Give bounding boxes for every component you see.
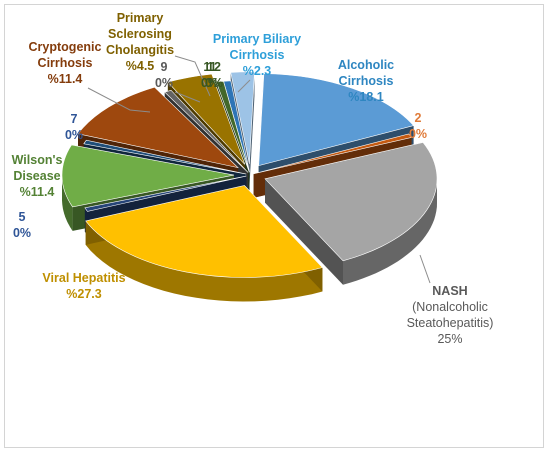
label-psc-name-1: Primary — [117, 11, 164, 25]
label-wilson-name-1: Wilson's — [12, 153, 63, 167]
label-psc-value: %4.5 — [126, 59, 155, 73]
label-psc-name-3: Cholangitis — [106, 43, 174, 57]
label-wilson-name-2: Disease — [13, 169, 60, 183]
label-pbc-name-1: Primary Biliary — [213, 32, 301, 46]
slice-wilson-top — [61, 144, 235, 208]
label-2-name: 2 — [415, 111, 422, 125]
slice-lab5-top — [84, 175, 247, 212]
label-11-value: 0% — [201, 76, 219, 90]
leader-lines — [87, 55, 431, 284]
label-5-name: 5 — [19, 210, 26, 224]
label-wilson-value: %11.4 — [20, 185, 55, 199]
slice-lab2-top — [253, 133, 413, 175]
leader-line-psc — [174, 55, 211, 97]
label-7-name: 7 — [71, 112, 78, 126]
leader-line-pbc — [237, 79, 251, 93]
slice-pbc-top — [230, 71, 255, 164]
slice-viral-side — [85, 220, 323, 302]
slice-nash-side — [343, 178, 437, 285]
label-pbc-value: %2.3 — [243, 64, 272, 78]
leader-line-nash — [419, 254, 431, 284]
slice-nash — [264, 142, 438, 285]
label-alcoholic-name-2: Cirrhosis — [339, 74, 394, 88]
leader-line-cryptogenic — [87, 87, 151, 113]
label-11-name: 11 — [203, 60, 216, 74]
slice-wilson-side — [62, 175, 73, 231]
label-cryptogenic-name-2: Cirrhosis — [38, 56, 93, 70]
slice-nash-face-1 — [265, 178, 343, 285]
label-cryptogenic-name-1: Cryptogenic — [29, 40, 102, 54]
pie-slices — [61, 71, 438, 302]
slice-nash-top — [264, 142, 438, 262]
slice-viral — [85, 185, 323, 302]
leader-line-lab9 — [174, 91, 201, 103]
label-psc-name-2: Sclerosing — [108, 27, 172, 41]
slice-lab11-top — [215, 80, 250, 173]
slice-lab7-top — [83, 139, 247, 175]
label-viral-value: %27.3 — [66, 287, 101, 301]
label-pbc-name-2: Cirrhosis — [230, 48, 285, 62]
slice-lab9-top — [164, 89, 249, 173]
label-9-name: 9 — [161, 60, 168, 74]
slice-alcoholic-top — [258, 73, 415, 166]
data-labels: Alcoholic Cirrhosis %18.1 2 0% NASH (Non… — [12, 11, 494, 346]
label-cryptogenic-value: %11.4 — [48, 72, 83, 86]
label-nash-name-3: Steatohepatitis) — [407, 316, 494, 330]
label-alcoholic-name-1: Alcoholic — [338, 58, 394, 72]
label-5-value: 0% — [13, 226, 31, 240]
label-nash-name-2: (Nonalcoholic — [412, 300, 488, 314]
slice-pbc-face-1 — [249, 71, 255, 188]
label-12-value: 0% — [205, 76, 223, 90]
slice-cryptogenic-top — [77, 86, 239, 169]
label-12-name: 12 — [207, 60, 221, 74]
label-7-value: 0% — [65, 128, 83, 142]
label-nash-name-1: NASH — [432, 284, 467, 298]
label-alcoholic-value: %18.1 — [348, 90, 383, 104]
label-2-value: 0% — [409, 127, 427, 141]
slice-viral-top — [85, 185, 323, 278]
label-9-value: 0% — [155, 76, 173, 90]
label-viral-name: Viral Hepatitis — [42, 271, 125, 285]
label-nash-value: 25% — [437, 332, 462, 346]
